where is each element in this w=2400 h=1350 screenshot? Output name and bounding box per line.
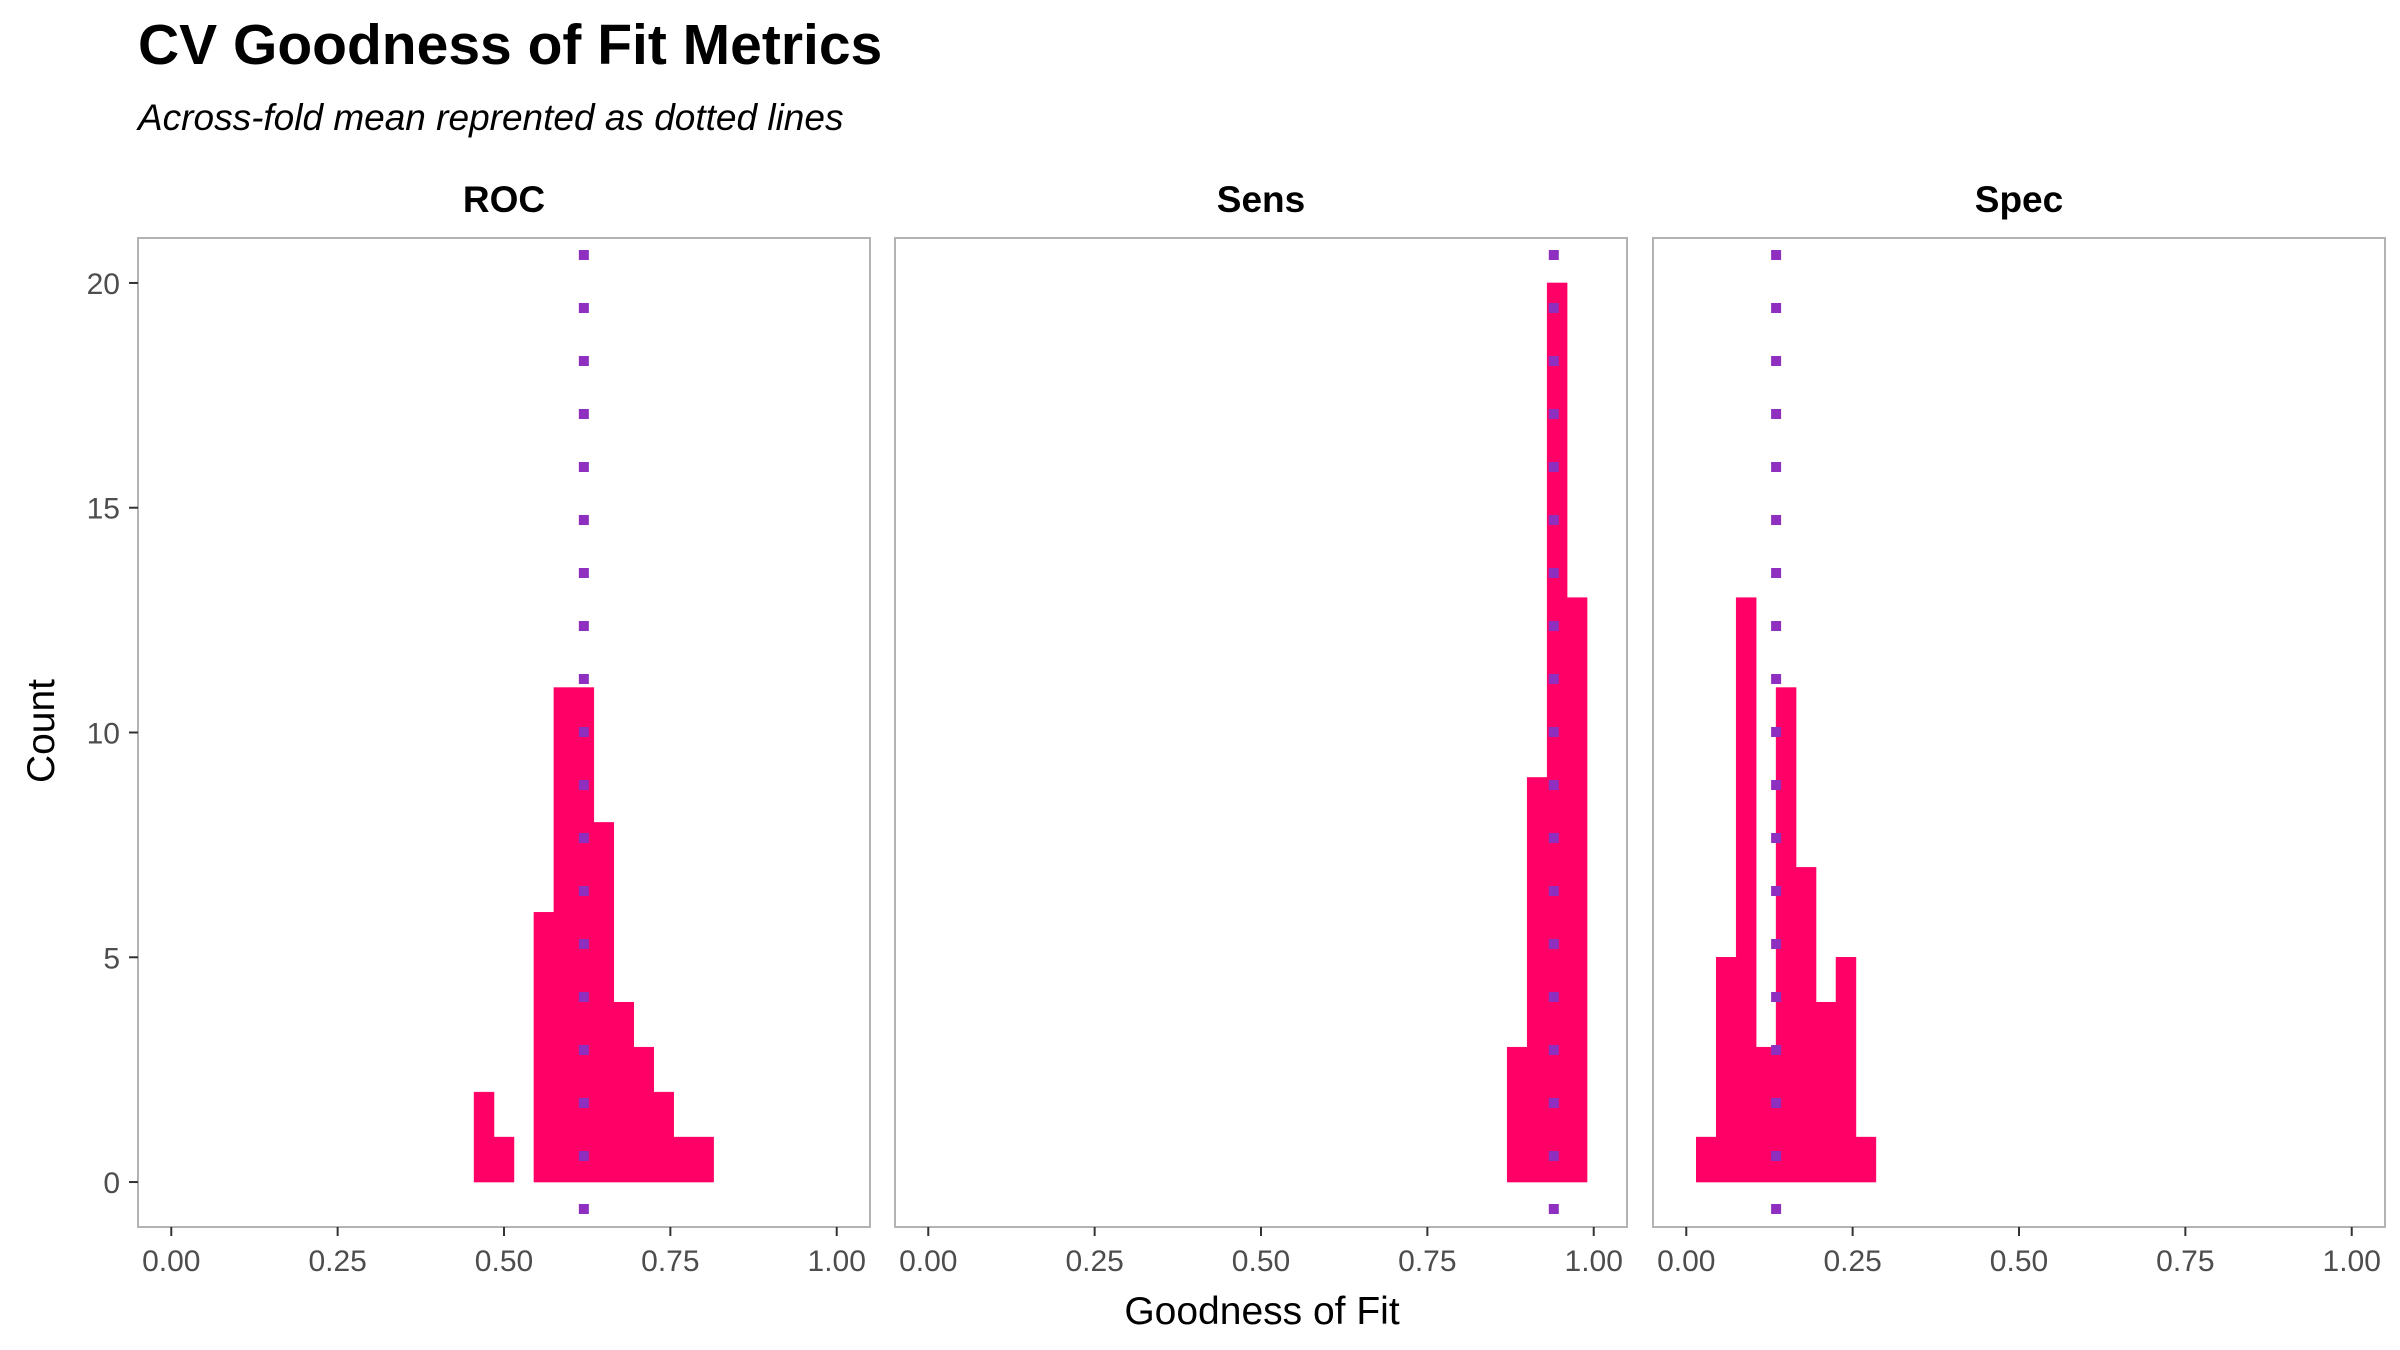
facet-label-spec: Spec	[1975, 179, 2063, 220]
histogram-bar	[1526, 777, 1548, 1183]
histogram-bar	[1795, 867, 1817, 1183]
histogram-bar	[553, 687, 575, 1183]
histogram-bar	[1735, 597, 1757, 1183]
histogram-bar	[1566, 597, 1588, 1183]
chart-subtitle: Across-fold mean reprented as dotted lin…	[136, 97, 843, 138]
histogram-bar	[653, 1091, 674, 1183]
x-tick-label: 0.75	[1398, 1245, 1456, 1278]
histogram-bar	[633, 1046, 654, 1183]
y-tick-label: 20	[87, 268, 120, 301]
x-tick-label: 0.25	[1823, 1245, 1881, 1278]
histogram-bar	[613, 1001, 635, 1183]
x-tick-label: 0.50	[1990, 1245, 2048, 1278]
chart-title: CV Goodness of Fit Metrics	[138, 13, 882, 77]
x-tick-label: 1.00	[808, 1245, 866, 1278]
histogram-bar	[1815, 1001, 1837, 1183]
panel-sens: Sens 0.00 0.25 0.50 0.75 1.00	[894, 179, 1628, 1278]
y-axis-title: Count	[20, 679, 63, 783]
x-tick-label: 0.00	[142, 1245, 200, 1278]
y-tick-label: 15	[87, 493, 120, 526]
histogram-bar	[593, 822, 615, 1183]
histogram-bar	[1835, 957, 1857, 1183]
histogram-bar	[1715, 957, 1737, 1183]
facet-label-sens: Sens	[1217, 179, 1305, 220]
x-tick-label: 0.50	[1232, 1245, 1290, 1278]
y-axis: 0 5 10 15 20	[87, 268, 138, 1200]
y-tick-label: 10	[87, 718, 120, 751]
x-tick-label: 0.00	[899, 1245, 957, 1278]
x-tick-label: 0.50	[475, 1245, 533, 1278]
x-tick-label: 0.25	[308, 1245, 366, 1278]
facet-panels: ROC 0.00 0.25 0.50 0.75 1.00 Sens 0.00 0.25 0.50 0…	[137, 179, 2386, 1278]
x-tick-label: 0.25	[1065, 1245, 1123, 1278]
x-tick-label: 0.75	[641, 1245, 699, 1278]
x-axis-title: Goodness of Fit	[1124, 1290, 1399, 1333]
panel-roc: ROC 0.00 0.25 0.50 0.75 1.00	[137, 179, 871, 1278]
histogram-bar	[1696, 1136, 1717, 1183]
x-tick-label: 1.00	[1565, 1245, 1623, 1278]
histogram-bar	[693, 1136, 714, 1183]
histogram-bar	[673, 1136, 694, 1183]
histogram-bar	[493, 1136, 515, 1183]
y-tick-label: 5	[103, 942, 120, 975]
x-tick-label: 0.00	[1657, 1245, 1715, 1278]
histogram-bar	[533, 912, 555, 1183]
histogram-bar	[473, 1091, 495, 1183]
panel-spec: Spec 0.00 0.25 0.50 0.75 1.00	[1652, 179, 2386, 1278]
panel-border	[137, 237, 871, 1228]
facet-label-roc: ROC	[463, 179, 545, 220]
x-tick-label: 1.00	[2323, 1245, 2381, 1278]
x-tick-label: 0.75	[2156, 1245, 2214, 1278]
histogram-bar	[1755, 1046, 1777, 1183]
histogram-bar	[1506, 1046, 1528, 1183]
y-tick-label: 0	[103, 1167, 120, 1200]
histogram-bar	[1855, 1136, 1877, 1183]
